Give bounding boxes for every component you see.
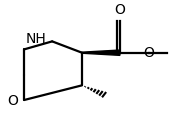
Text: O: O xyxy=(144,46,155,60)
Polygon shape xyxy=(82,50,120,55)
Text: O: O xyxy=(114,3,125,17)
Text: NH: NH xyxy=(26,32,47,46)
Text: O: O xyxy=(7,94,18,108)
